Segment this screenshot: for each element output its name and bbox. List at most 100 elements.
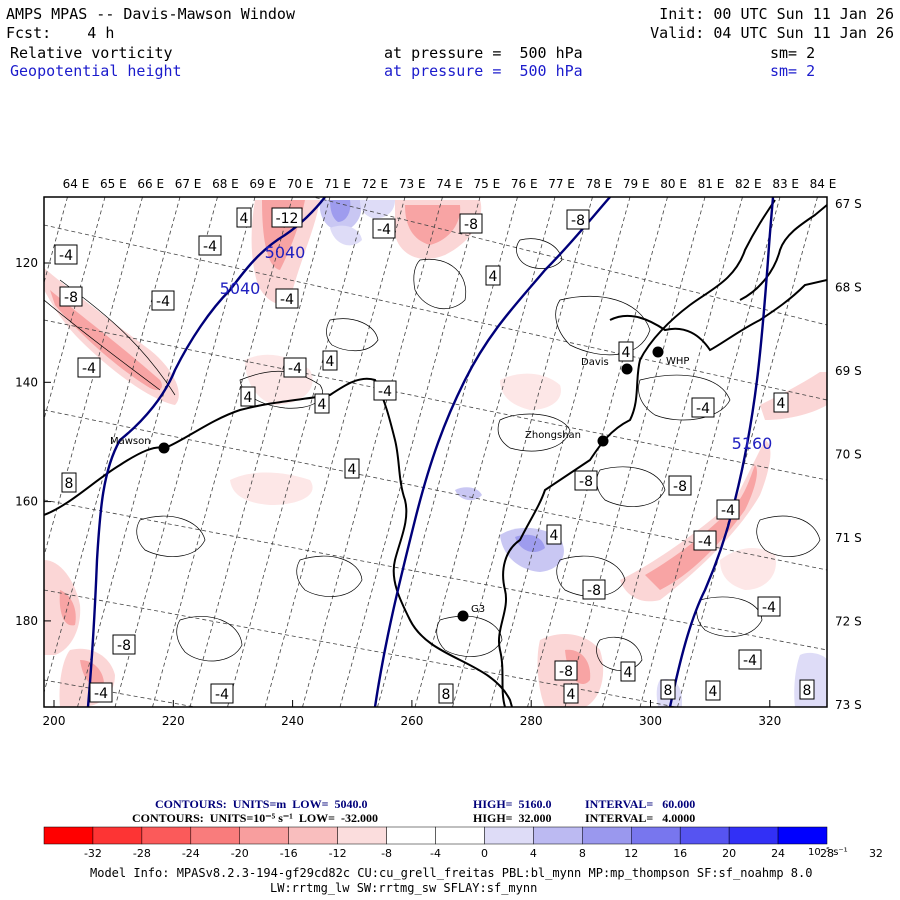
vorticity-label: 4 bbox=[240, 211, 249, 227]
vorticity-label: -4 bbox=[82, 361, 96, 377]
lon-label: 68 E bbox=[212, 177, 239, 191]
lat-label: 72 S bbox=[835, 615, 862, 629]
vorticity-label-box bbox=[198, 235, 222, 256]
station-dot bbox=[457, 610, 469, 622]
field2-name: Geopotential height bbox=[10, 62, 182, 80]
forecast-hour: Fcst: 4 h bbox=[6, 24, 115, 42]
vorticity-label-box bbox=[61, 472, 77, 493]
vorticity-label-box bbox=[314, 393, 330, 414]
neg-vort-shade bbox=[405, 205, 461, 245]
model-info-line2: LW:rrtmg_lw SW:rrtmg_sw SFLAY:sf_mynn bbox=[270, 881, 538, 895]
vorticity-label: 4 bbox=[777, 396, 786, 412]
vorticity-label-box bbox=[372, 218, 396, 239]
neg-vort-shade bbox=[645, 465, 757, 590]
colorbar-swatch bbox=[435, 826, 485, 845]
neg-vort-shade bbox=[230, 472, 313, 505]
vorticity-label: 8 bbox=[65, 476, 74, 492]
y-tick-label: 140 bbox=[15, 375, 38, 389]
vorticity-label-box bbox=[566, 209, 590, 230]
height-contour-label: 5040 bbox=[265, 243, 306, 262]
colorbar-label: -4 bbox=[430, 847, 441, 860]
colorbar-swatch bbox=[679, 826, 730, 845]
colorbar-swatch bbox=[386, 826, 436, 845]
colorbar: -32 -28 -24 -20 -16 -12 -8 -4 0 4 8 12 16 20 24 28 32 10⁻… bbox=[43, 826, 883, 860]
vorticity-label-box bbox=[322, 350, 338, 371]
vorticity-label-box bbox=[344, 458, 360, 479]
lon-label: 66 E bbox=[137, 177, 164, 191]
vorticity-label-box bbox=[757, 596, 781, 617]
colorbar-swatch bbox=[43, 826, 94, 845]
station-dot bbox=[597, 435, 609, 447]
lon-label: 76 E bbox=[511, 177, 538, 191]
title: AMPS MPAS -- Davis-Mawson Window bbox=[6, 5, 295, 23]
lon-label: 79 E bbox=[623, 177, 650, 191]
colorbar-label: 12 bbox=[624, 847, 638, 860]
field1-level: at pressure = 500 hPa bbox=[384, 44, 583, 62]
vorticity-label-box bbox=[773, 392, 789, 413]
vorticity-label: -4 bbox=[377, 222, 391, 238]
lon-label: 80 E bbox=[660, 177, 687, 191]
colorbar-label: -32 bbox=[84, 847, 102, 860]
pos-vort-shade bbox=[330, 200, 351, 222]
vorticity-label-box bbox=[112, 634, 136, 655]
vorticity-label: -8 bbox=[571, 213, 585, 229]
height-contours bbox=[86, 197, 775, 707]
vorticity-label-box bbox=[691, 397, 715, 418]
vorticity-label: 4 bbox=[318, 397, 327, 413]
colorbar-swatch bbox=[484, 826, 534, 845]
neg-vort-shade bbox=[80, 660, 104, 686]
vorticity-label-box bbox=[546, 524, 562, 545]
x-tick-label: 300 bbox=[639, 714, 662, 728]
vorticity-label-box bbox=[485, 265, 501, 286]
vorticity-label: 4 bbox=[244, 390, 253, 406]
plot-frame bbox=[43, 196, 828, 708]
neg-vort-shade bbox=[59, 590, 76, 626]
axis-ticks: 64 E 65 E 66 E 67 E 68 E 69 E 70 E 71 E 72 E 73 E… bbox=[15, 177, 862, 728]
vorticity-label: 8 bbox=[442, 687, 451, 703]
neg-vort-shade bbox=[500, 373, 561, 410]
vorticity-label: -8 bbox=[673, 479, 687, 495]
lon-label: 71 E bbox=[324, 177, 351, 191]
vorticity-label-box bbox=[240, 386, 256, 407]
station-dot bbox=[652, 346, 664, 358]
y-tick-label: 160 bbox=[15, 495, 38, 509]
neg-vort-shade bbox=[620, 440, 771, 602]
x-tick-label: 320 bbox=[758, 714, 781, 728]
field2-level: at pressure = 500 hPa bbox=[384, 62, 583, 80]
neg-vort-shade bbox=[720, 548, 776, 590]
field1-smoothing: sm= 2 bbox=[770, 44, 816, 62]
vorticity-label-box bbox=[660, 679, 676, 700]
lon-label: 65 E bbox=[100, 177, 127, 191]
lon-label: 78 E bbox=[586, 177, 613, 191]
vorticity-label: -4 bbox=[721, 503, 735, 519]
vorticity-label-box bbox=[620, 661, 636, 682]
colorbar-label: -8 bbox=[381, 847, 392, 860]
colorbar-swatch bbox=[141, 826, 192, 845]
x-tick-label: 240 bbox=[281, 714, 304, 728]
model-info-line1: Model Info: MPASv8.2.3-194-gf29cd82c CU:… bbox=[90, 866, 813, 880]
field2-smoothing: sm= 2 bbox=[770, 62, 816, 80]
colorbar-label: -28 bbox=[133, 847, 151, 860]
field1-name: Relative vorticity bbox=[10, 44, 173, 62]
pos-vort-shade bbox=[330, 225, 362, 246]
vorticity-label-box bbox=[77, 357, 101, 378]
vorticity-label-box bbox=[668, 475, 692, 496]
vorticity-label: 4 bbox=[709, 684, 718, 700]
vorticity-label-box bbox=[693, 530, 717, 551]
neg-vort-shade bbox=[565, 649, 591, 685]
lon-label: 82 E bbox=[735, 177, 762, 191]
vorticity-label: -8 bbox=[117, 638, 131, 654]
vorticity-label: 4 bbox=[550, 528, 559, 544]
y-tick-label: 180 bbox=[15, 614, 38, 628]
colorbar-swatch bbox=[239, 826, 289, 845]
vorticity-label: -8 bbox=[464, 217, 478, 233]
colorbar-label: -12 bbox=[329, 847, 347, 860]
valid-time: Valid: 04 UTC Sun 11 Jan 26 bbox=[650, 24, 894, 42]
station-dot bbox=[621, 363, 633, 375]
lat-label: 70 S bbox=[835, 448, 862, 462]
x-tick-label: 200 bbox=[43, 714, 66, 728]
vorticity-label-box bbox=[716, 499, 740, 520]
init-time: Init: 00 UTC Sun 11 Jan 26 bbox=[659, 5, 894, 23]
y-tick-label: 120 bbox=[15, 256, 38, 270]
vorticity-label-box bbox=[554, 660, 578, 681]
